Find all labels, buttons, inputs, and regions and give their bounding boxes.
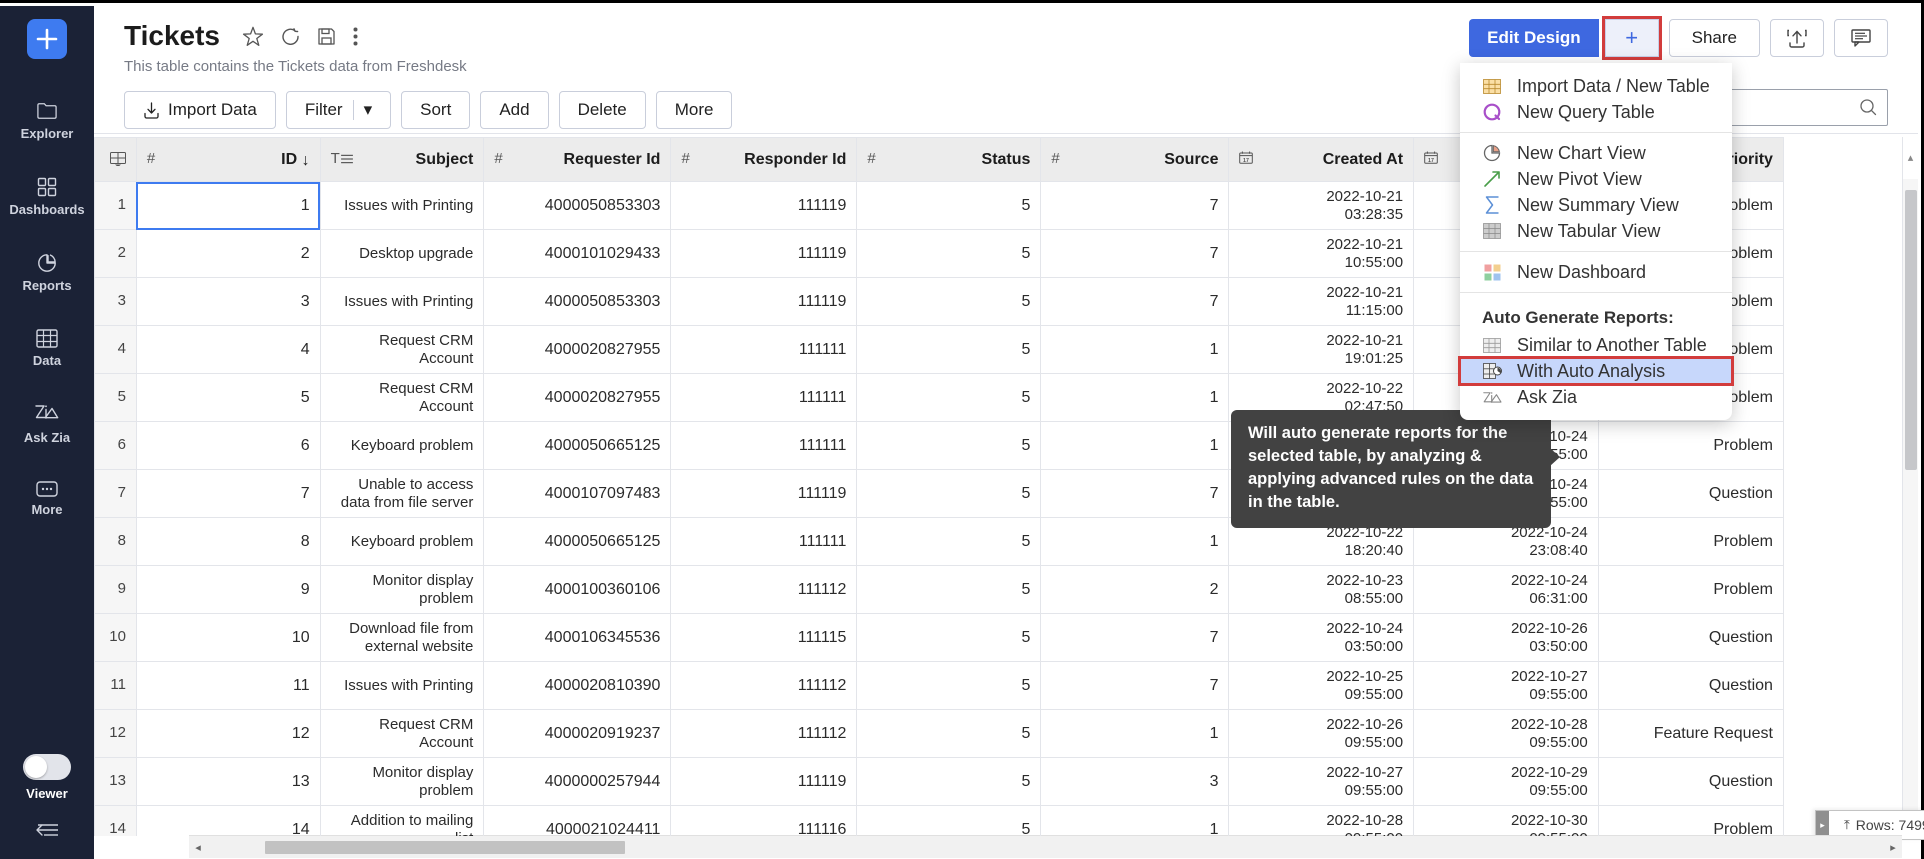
svg-text:17: 17	[1428, 158, 1434, 164]
svg-text:17: 17	[1244, 158, 1250, 164]
